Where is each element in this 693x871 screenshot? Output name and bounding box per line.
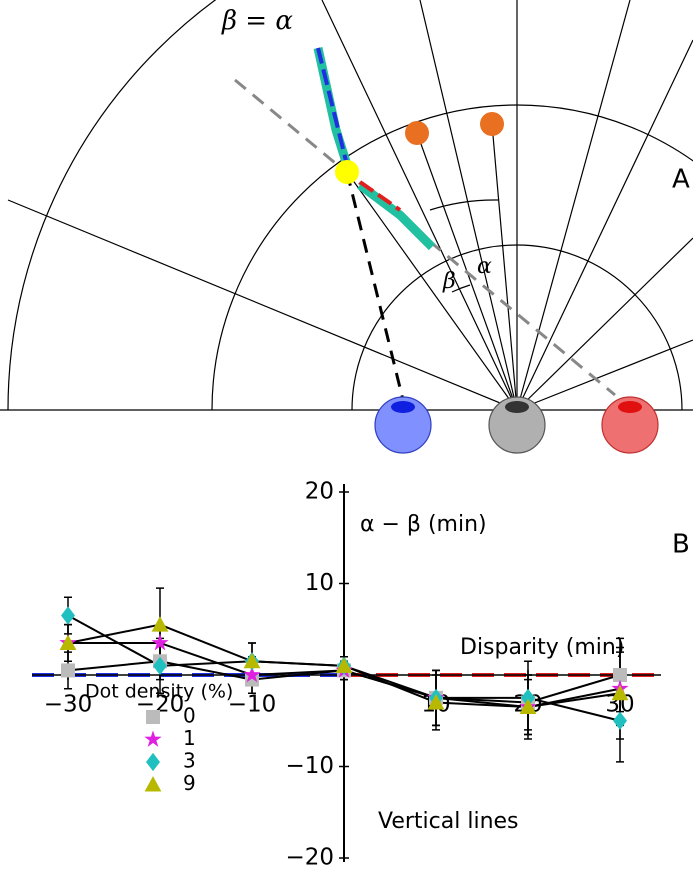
equation: β = α [221,6,293,36]
ray [517,238,693,410]
target [405,121,429,145]
target [480,112,504,136]
ray [492,124,517,410]
legend-marker [146,710,160,724]
y-axis-label: α − β (min) [360,512,487,537]
legend-label: 0 [183,704,196,728]
angle-arc [430,200,498,210]
legend-label: 9 [183,771,196,795]
ray [517,40,693,410]
marker [152,616,169,631]
ray [420,0,517,410]
curve [360,185,432,247]
angle-label: α [477,254,492,279]
ray [322,0,517,410]
figure: β = α A α β α − β (min) Disparity (min) … [0,0,693,871]
panel-a-diagram [0,0,693,453]
pupil [391,401,415,413]
legend-label: 1 [183,726,196,750]
x-tick-label: −10 [228,692,277,718]
pupil [618,401,642,413]
legend-title: Dot density (%) [85,681,233,703]
marker [61,663,75,677]
ray [517,0,630,410]
panel-label: A [672,165,690,195]
y-tick-label: 20 [305,479,334,505]
y-tick-label: 10 [305,570,334,596]
fixation [335,160,359,184]
angle-label: β [442,269,456,294]
legend-label: 3 [183,749,196,773]
y-tick-label: −10 [285,753,334,779]
legend-marker [145,776,162,791]
legend-marker [146,753,160,771]
marker [61,606,75,624]
annotation: Vertical lines [378,809,519,834]
ray [517,340,693,410]
legend-marker [144,730,161,746]
arc [8,0,693,410]
x-axis-label: Disparity (min) [460,635,624,660]
ray [8,200,517,410]
pupil [505,401,529,413]
panel-label: B [672,530,690,560]
y-tick-label: −20 [285,845,334,871]
